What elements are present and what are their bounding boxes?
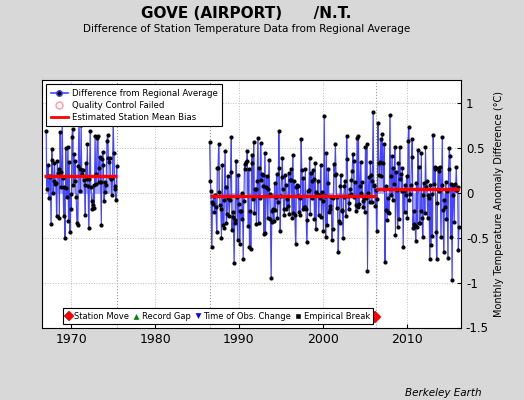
Text: Berkeley Earth: Berkeley Earth (406, 388, 482, 398)
Y-axis label: Monthly Temperature Anomaly Difference (°C): Monthly Temperature Anomaly Difference (… (495, 91, 505, 317)
Text: Difference of Station Temperature Data from Regional Average: Difference of Station Temperature Data f… (83, 24, 410, 34)
Text: -1.5: -1.5 (465, 322, 488, 334)
Legend: Station Move, Record Gap, Time of Obs. Change, Empirical Break: Station Move, Record Gap, Time of Obs. C… (63, 308, 373, 324)
Text: GOVE (AIRPORT)      /N.T.: GOVE (AIRPORT) /N.T. (141, 6, 352, 21)
